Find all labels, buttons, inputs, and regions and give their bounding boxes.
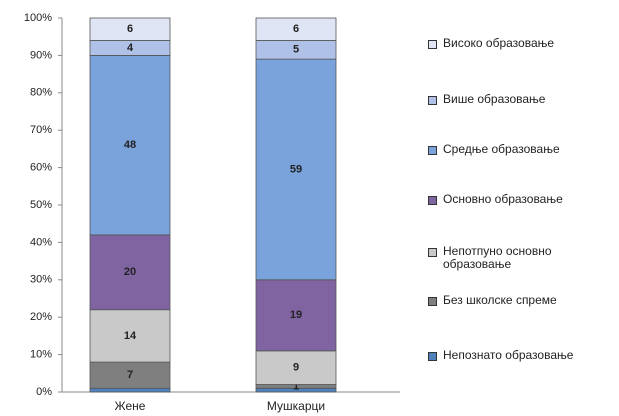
y-tick-label: 100% (24, 12, 52, 24)
bar-segment (89, 361, 171, 389)
bar-segment (89, 17, 171, 41)
data-label: 48 (124, 139, 136, 151)
bar-segment (255, 350, 337, 385)
y-tick-label: 90% (30, 49, 52, 61)
y-tick-label: 40% (30, 236, 52, 248)
legend-swatch (428, 146, 437, 155)
legend-item: Високо образовање (428, 37, 593, 50)
data-label: 59 (290, 163, 302, 175)
bar-segment (89, 309, 171, 363)
bar-segment (255, 58, 337, 281)
bar-segment (89, 55, 171, 236)
data-label: 5 (293, 44, 299, 56)
legend-item: Основно образовање (428, 193, 593, 206)
data-label: 19 (290, 309, 302, 321)
y-tick-label: 10% (30, 349, 52, 361)
legend-swatch (428, 297, 437, 306)
data-label: 4 (127, 42, 134, 54)
legend-label: Средње образовање (443, 142, 560, 156)
bar-segment (255, 17, 337, 41)
x-tick-label: Мушкарци (267, 399, 325, 413)
y-tick-label: 60% (30, 162, 52, 174)
legend-label: Непотпуно основно образовање (443, 244, 552, 271)
legend-label: Високо образовање (443, 36, 555, 50)
legend-label: Више образовање (443, 92, 546, 106)
legend-swatch (428, 196, 437, 205)
data-label: 9 (293, 362, 299, 374)
legend-item: Без школске спреме (428, 294, 593, 307)
legend-swatch (428, 40, 437, 49)
legend-item: Више образовање (428, 93, 593, 106)
legend-label: Непознато образовање (443, 348, 574, 362)
legend-swatch (428, 248, 437, 257)
legend-label: Без школске спреме (443, 293, 557, 307)
legend-label: Основно образовање (443, 192, 563, 206)
y-tick-label: 80% (30, 87, 52, 99)
data-label: 6 (293, 23, 299, 35)
x-tick-label: Жене (115, 399, 146, 413)
bar-segment (89, 387, 171, 393)
data-label: 14 (124, 330, 137, 342)
y-tick-label: 50% (30, 199, 52, 211)
legend-swatch (428, 96, 437, 105)
bar-segment (255, 279, 337, 352)
y-tick-label: 20% (30, 311, 52, 323)
legend-swatch (428, 352, 437, 361)
data-label: 7 (127, 369, 133, 381)
data-label: 20 (124, 266, 136, 278)
bar-segment (89, 234, 171, 311)
legend-item: Средње образовање (428, 143, 593, 156)
data-label: 6 (127, 23, 133, 35)
y-tick-label: 0% (36, 386, 52, 398)
y-tick-label: 30% (30, 274, 52, 286)
legend-item: Непознато образовање (428, 349, 593, 362)
data-label: 1 (293, 380, 299, 392)
legend-item: Непотпуно основно образовање (428, 245, 593, 271)
y-tick-label: 70% (30, 124, 52, 136)
